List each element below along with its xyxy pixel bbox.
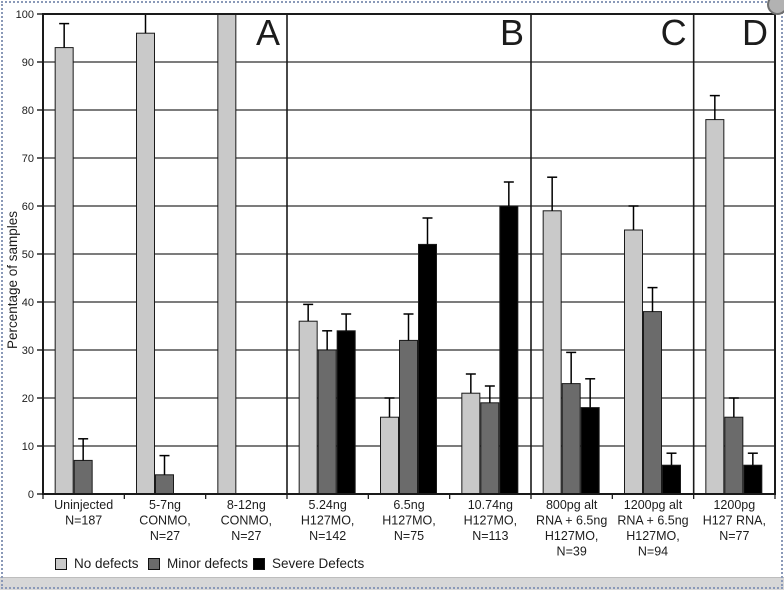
- y-tick-label: 20: [22, 393, 34, 405]
- legend-swatch-no-defects: [55, 557, 67, 570]
- x-axis-label-5: 10.74ng H127MO, N=113: [464, 498, 518, 543]
- panel-label-a: A: [256, 12, 280, 53]
- x-axis-label-6: 800pg alt RNA + 6.5ng H127MO, N=39: [536, 498, 607, 556]
- panel-label-b: B: [500, 12, 524, 53]
- legend-label-severe-defects: Severe Defects: [272, 556, 365, 571]
- y-tick-label: 100: [16, 9, 34, 21]
- legend-item-no-defects: No defects: [55, 556, 139, 571]
- panel-label-c: C: [661, 12, 687, 53]
- bar-severe-defects-3: [336, 330, 356, 495]
- bar-no-defects-2: [217, 13, 237, 495]
- bottom-strip: [0, 577, 784, 590]
- bar-no-defects-3: [298, 320, 318, 495]
- bar-no-defects-8: [705, 119, 725, 495]
- y-tick-label: 60: [22, 201, 34, 213]
- bar-minor-defects-6: [561, 383, 581, 495]
- y-tick-label: 80: [22, 105, 34, 117]
- bar-no-defects-6: [542, 210, 562, 495]
- y-tick-label: 90: [22, 57, 34, 69]
- bar-minor-defects-5: [480, 402, 500, 495]
- legend-item-severe-defects: Severe Defects: [253, 556, 364, 571]
- x-axis-label-0: Uninjected N=187: [54, 498, 113, 528]
- y-tick-label: 10: [22, 441, 34, 453]
- y-axis-title: Percentage of samples: [5, 211, 20, 349]
- bar-no-defects-5: [461, 392, 481, 495]
- legend-label-no-defects: No defects: [74, 556, 139, 571]
- x-axis-label-3: 5.24ng H127MO, N=142: [301, 498, 355, 543]
- y-tick-label: 50: [22, 249, 34, 261]
- x-axis-label-2: 8-12ng CONMO, N=27: [221, 498, 272, 543]
- x-axis-label-1: 5-7ng CONMO, N=27: [139, 498, 190, 543]
- legend-swatch-minor-defects: [148, 557, 160, 570]
- legend-label-minor-defects: Minor defects: [167, 556, 249, 571]
- panel-label-d: D: [742, 12, 768, 53]
- bar-severe-defects-5: [499, 205, 519, 495]
- bar-severe-defects-7: [662, 464, 681, 495]
- bar-severe-defects-4: [418, 243, 437, 495]
- y-tick-label: 40: [22, 297, 34, 309]
- bar-severe-defects-8: [743, 464, 763, 495]
- resize-handle[interactable]: [767, 0, 784, 15]
- legend-item-minor-defects: Minor defects: [148, 556, 248, 571]
- bar-severe-defects-6: [580, 407, 600, 495]
- y-tick-label: 70: [22, 153, 34, 165]
- bar-minor-defects-7: [643, 311, 662, 495]
- x-axis-label-7: 1200pg alt RNA + 6.5ng H127MO, N=94: [617, 498, 688, 556]
- bar-minor-defects-1: [155, 474, 174, 495]
- plot-frame: [42, 13, 776, 495]
- y-tick-label: 30: [22, 345, 34, 357]
- bar-minor-defects-3: [317, 349, 337, 495]
- x-axis-label-8: 1200pg H127 RNA, N=77: [703, 498, 766, 543]
- bar-minor-defects-8: [724, 416, 744, 495]
- bar-no-defects-4: [380, 416, 399, 495]
- bar-no-defects-7: [624, 229, 643, 495]
- x-axis-label-4: 6.5ng H127MO, N=75: [382, 498, 436, 543]
- bar-minor-defects-0: [73, 459, 93, 495]
- bar-no-defects-1: [136, 32, 155, 495]
- bar-chart: 0 10 20 30 40 50 60 70 80 90 100 A B C D Uninjected N=18…: [5, 9, 776, 556]
- legend-swatch-severe-defects: [253, 557, 265, 570]
- legend: No defects Minor defects Severe Defects: [0, 556, 784, 576]
- bar-minor-defects-4: [399, 339, 418, 495]
- bar-no-defects-0: [54, 47, 74, 495]
- y-tick-label: 0: [28, 489, 34, 501]
